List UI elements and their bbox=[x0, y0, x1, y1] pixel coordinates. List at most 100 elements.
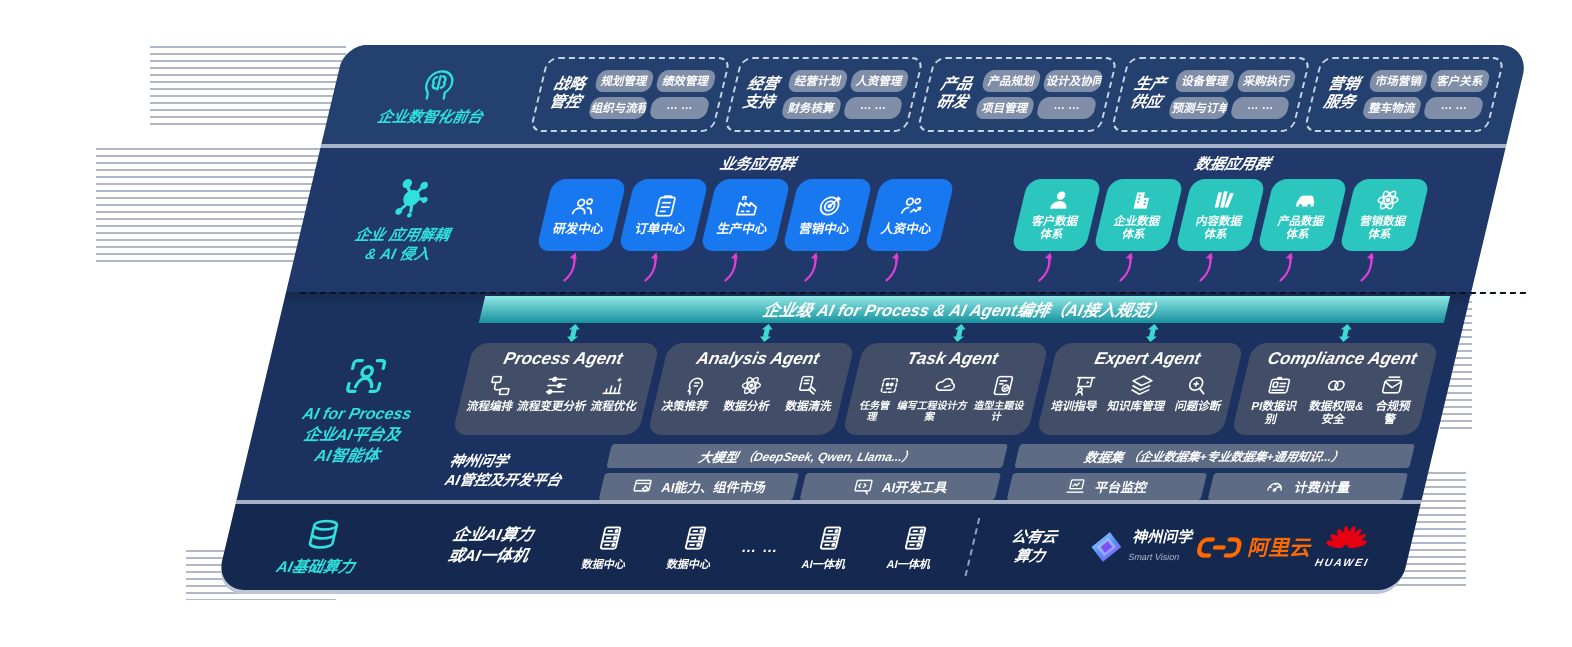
layers-icon bbox=[1126, 373, 1157, 398]
aliyun-logo: 阿里云 bbox=[1194, 532, 1315, 562]
agent-item: 流程优化 bbox=[589, 400, 638, 413]
box-marketing-data: 营销数据体系 bbox=[1339, 178, 1431, 251]
pill: 经营计划 bbox=[787, 69, 849, 92]
server-icon bbox=[592, 523, 629, 553]
huawei-flower-icon bbox=[1323, 525, 1371, 557]
cloud-edit-icon bbox=[931, 373, 962, 398]
dataset-group: 数据集 （企业数据集+专业数据集+通用知识...） 平台监控 计费/计量 bbox=[1006, 444, 1415, 501]
agent-title: Expert Agent bbox=[1092, 348, 1203, 368]
front-office-label: 企业数智化前台 bbox=[375, 109, 485, 127]
agent-items: 培训指导 知识库管理 问题诊断 bbox=[1049, 400, 1223, 414]
cell-label: AI开发工具 bbox=[880, 480, 950, 496]
pill: 整车物流 bbox=[1361, 96, 1424, 119]
pill: 人资管理 bbox=[848, 69, 911, 92]
double-arrow-icon bbox=[860, 323, 1057, 342]
platform-label: 神州问学 AI管控及开发平台 bbox=[439, 453, 598, 492]
label-line: & AI 侵入 bbox=[363, 246, 432, 264]
box-content-data: 内容数据体系 bbox=[1175, 178, 1267, 251]
label-line: 企业 应用解耦 bbox=[353, 226, 452, 244]
agent-item: 决策推荐 bbox=[660, 400, 710, 413]
dev-screen-icon bbox=[850, 476, 876, 497]
pill: … … bbox=[1229, 96, 1292, 119]
agent-icons bbox=[1053, 373, 1229, 398]
box-label: 订单中心 bbox=[633, 222, 687, 237]
agent-items: 决策推荐 数据分析 数据清洗 bbox=[660, 401, 833, 414]
magenta-arrow-icon bbox=[641, 252, 664, 282]
box-label: 营销中心 bbox=[797, 222, 851, 237]
agent-title: Analysis Agent bbox=[694, 348, 822, 368]
box-rd-center: 研发中心 bbox=[536, 178, 628, 251]
scan-person-icon bbox=[338, 353, 395, 399]
infra-label-block: AI基础算力 bbox=[218, 517, 422, 577]
pill: 采购执行 bbox=[1235, 69, 1298, 92]
robot-icon bbox=[874, 373, 905, 398]
label-line: 企业AI算力 bbox=[451, 527, 536, 545]
decision-icon bbox=[680, 373, 711, 398]
group-pills: 经营计划 人资管理 财务核算 … … bbox=[780, 69, 911, 119]
server-icon bbox=[812, 523, 849, 553]
group-title: 产品研发 bbox=[934, 75, 975, 112]
agent-item: 培训指导 bbox=[1049, 400, 1099, 413]
box-label: 客户数据体系 bbox=[1030, 216, 1080, 242]
building-icon bbox=[1126, 187, 1158, 213]
user-icon bbox=[1044, 187, 1076, 213]
label-line: 公有云 bbox=[1009, 528, 1059, 546]
agent-items: 流程编排 流程变更分析 流程优化 bbox=[465, 401, 638, 414]
pill: 客户关系 bbox=[1429, 69, 1492, 92]
agent-item: 流程变更分析 bbox=[515, 400, 588, 413]
pill: 市场营销 bbox=[1367, 69, 1430, 92]
magenta-arrow-icon bbox=[722, 252, 745, 282]
node-ai-appliance-2: AI一体机 bbox=[865, 523, 962, 572]
group-pills: 规划管理 绩效管理 组织与流程 … … bbox=[587, 69, 717, 119]
mail-icon bbox=[1377, 373, 1408, 398]
bar-subtitle: （企业数据集+专业数据集+通用知识...） bbox=[1125, 449, 1346, 464]
bar-title: 数据集 bbox=[1082, 449, 1126, 465]
model-cells: AI能力、组件市场 AI开发工具 bbox=[598, 473, 1001, 501]
cell-label: AI能力、组件市场 bbox=[659, 480, 768, 496]
box-enterprise-data: 企业数据体系 bbox=[1093, 178, 1185, 251]
pill: … … bbox=[1035, 96, 1098, 119]
agent-items: 任务管理 编写工程设计方案 造型主题设计 bbox=[852, 401, 1027, 424]
box-label: 产品数据体系 bbox=[1276, 216, 1326, 242]
agent-item: 数据清洗 bbox=[783, 400, 833, 413]
factory-icon bbox=[732, 193, 764, 219]
node-label: AI一体机 bbox=[885, 558, 933, 571]
data-boxes: 客户数据体系 企业数据体系 内容数据体系 产品数据体系 bbox=[1011, 178, 1431, 251]
molecule-icon bbox=[383, 175, 440, 221]
ellipsis-text: … … bbox=[739, 538, 781, 556]
box-label: 企业数据体系 bbox=[1112, 216, 1162, 242]
dataset-cells: 平台监控 计费/计量 bbox=[1006, 473, 1408, 501]
gauge-icon bbox=[1262, 476, 1288, 497]
box-label: 研发中心 bbox=[551, 222, 605, 237]
cell-label: 平台监控 bbox=[1093, 480, 1149, 496]
group-operations: 经营支持 经营计划 人资管理 财务核算 … … bbox=[722, 57, 925, 132]
cell-ai-market: AI能力、组件市场 bbox=[598, 473, 800, 501]
band-agent-arrows bbox=[474, 323, 1443, 342]
box-order-center: 订单中心 bbox=[618, 178, 710, 251]
pill: 预测与订单 bbox=[1167, 96, 1230, 119]
double-arrow-icon bbox=[1246, 323, 1443, 342]
layer-ai-platform: AI for Process 企业AI平台及 AI智能体 企业级 AI for Pr… bbox=[236, 291, 1527, 501]
vendor-subtitle: Smart Vision bbox=[1127, 552, 1181, 563]
agent-item: 编写工程设计方案 bbox=[895, 400, 969, 424]
label-line: 算力 bbox=[1012, 548, 1047, 566]
public-cloud-label: 公有云 算力 bbox=[985, 528, 1079, 567]
node-ai-appliance-1: AI一体机 bbox=[780, 523, 877, 572]
books-icon bbox=[1208, 187, 1240, 213]
front-office-label-block: 企业数智化前台 bbox=[322, 45, 550, 144]
hatch-decoration bbox=[150, 46, 346, 130]
dashed-vertical-divider bbox=[964, 518, 981, 577]
agent-process: Process Agent 流程编排 流程变更分析 流程优化 bbox=[451, 342, 660, 436]
ai-platform-label-block: AI for Process 企业AI平台及 AI智能体 bbox=[237, 294, 486, 500]
cell-label: 计费/计量 bbox=[1292, 480, 1352, 496]
sliders-icon bbox=[541, 373, 572, 398]
app-decoupling-label: 企业 应用解耦 & AI 侵入 bbox=[348, 226, 451, 265]
double-arrow-icon bbox=[667, 323, 864, 342]
data-app-cluster: 数据应用群 客户数据体系 企业数据体系 内容数据体系 bbox=[1001, 148, 1437, 292]
cell-platform-monitor: 平台监控 bbox=[1006, 473, 1207, 501]
hatch-decoration bbox=[96, 148, 328, 264]
node-datacenter-1: 数据中心 bbox=[560, 523, 657, 572]
pill: … … bbox=[648, 96, 711, 119]
aliyun-wordmark: 阿里云 bbox=[1245, 537, 1315, 561]
